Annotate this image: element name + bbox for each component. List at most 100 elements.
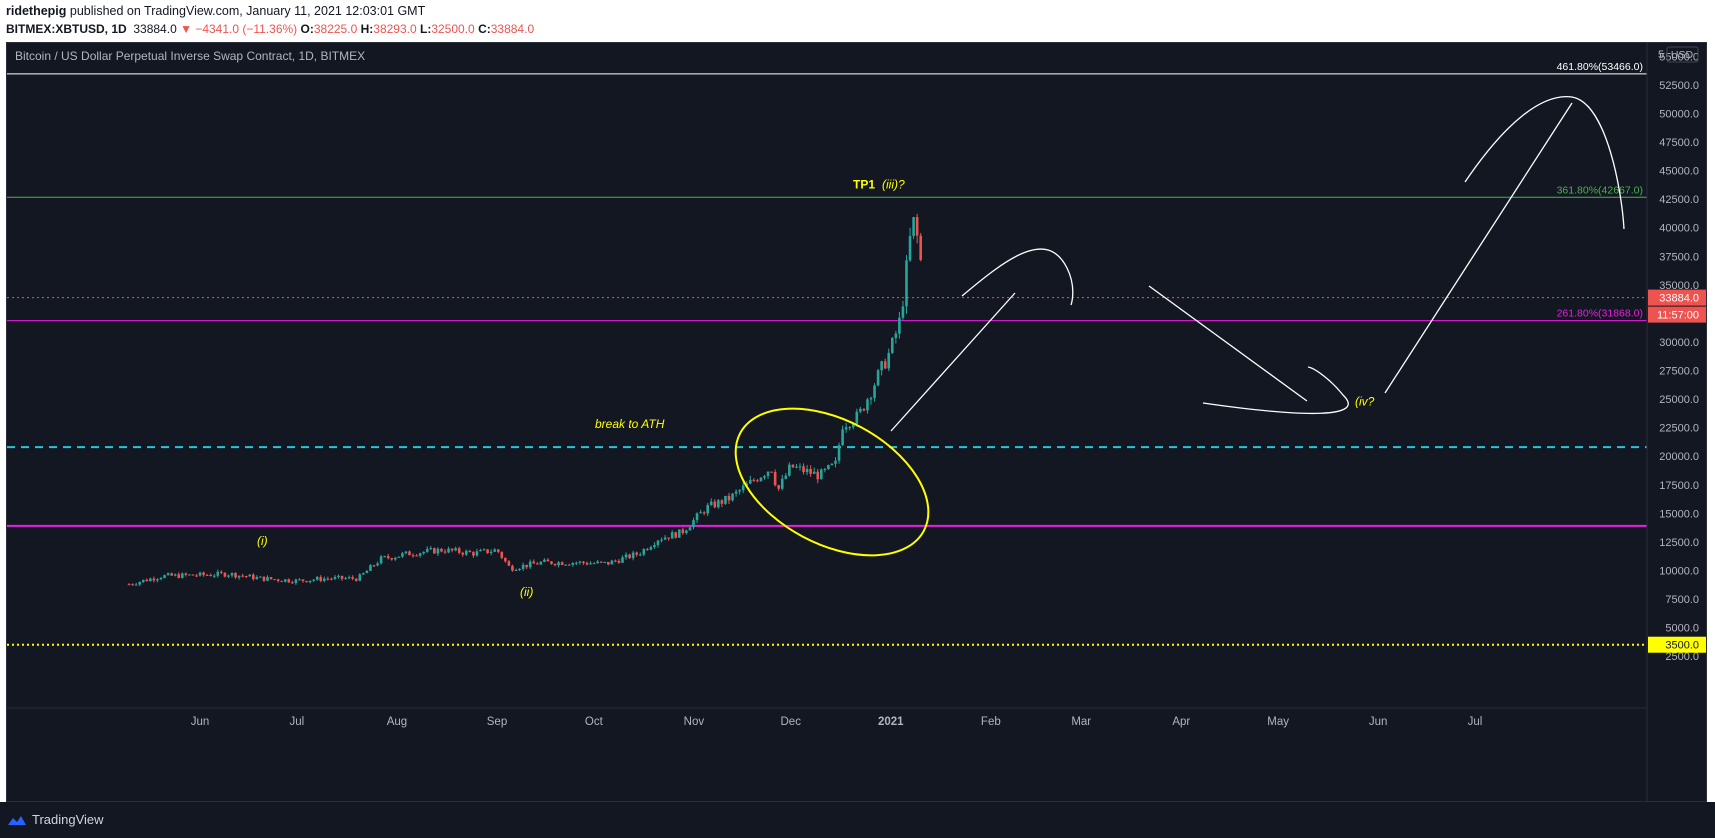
candle-body-188 <box>795 466 798 468</box>
time-axis[interactable]: Jun Jul Aug Sep Oct Nov Dec 2021 Feb Mar Apr May Jun… <box>7 707 1647 728</box>
last-price: 33884.0 <box>133 22 177 36</box>
candle-body-31 <box>237 575 241 578</box>
price-tick-1: 5000.0 <box>1665 623 1699 635</box>
candle-body-151 <box>663 537 667 540</box>
candle-body-45 <box>287 579 291 583</box>
candle-body-95 <box>464 550 468 555</box>
candle-body-53 <box>315 577 319 580</box>
candle-body-44 <box>283 579 287 582</box>
chart-title: Bitcoin / US Dollar Perpetual Inverse Sw… <box>15 49 365 63</box>
drawings <box>734 96 1625 557</box>
candle-body-56 <box>326 578 330 580</box>
candle-body-201 <box>841 429 844 446</box>
candle-body-210 <box>873 385 876 398</box>
candle-body-109 <box>514 570 518 572</box>
candle-body-78 <box>404 551 408 554</box>
candle-body-114 <box>532 561 536 564</box>
candle-body-99 <box>479 549 482 552</box>
footer-bar: TradingView <box>0 802 1715 838</box>
candle-body-223 <box>919 235 922 261</box>
candle-body-113 <box>528 561 532 568</box>
candle-body-79 <box>408 551 411 556</box>
currency-button[interactable] <box>1666 46 1699 63</box>
price-axis-bg <box>1647 43 1706 801</box>
candle-body-170 <box>731 493 734 501</box>
candle-body-193 <box>812 471 816 474</box>
candle-body-62 <box>347 577 351 579</box>
candle-body-160 <box>695 513 699 521</box>
candle-body-134 <box>603 561 607 563</box>
candle-body-156 <box>681 529 685 534</box>
candle-body-117 <box>543 559 546 562</box>
candle-body-90 <box>447 548 450 553</box>
candle-body-30 <box>234 572 237 578</box>
candle-body-28 <box>227 575 230 577</box>
price-chart[interactable]: 461.80%(53466.0) 361.80%(42667.0) 261.80%(… <box>7 43 1706 801</box>
candle-body-155 <box>677 529 681 538</box>
candle-body-145 <box>642 549 646 555</box>
candle-body-97 <box>472 552 475 556</box>
candle-body-13 <box>173 574 177 576</box>
candle-body-184 <box>780 478 784 489</box>
candle-body-54 <box>319 577 323 581</box>
candle-body-11 <box>166 573 170 576</box>
candle-body-57 <box>330 578 333 580</box>
candle-body-182 <box>773 471 777 486</box>
candle-body-84 <box>425 548 429 552</box>
candle-body-213 <box>883 361 887 369</box>
annotation-4: (ii) <box>520 585 533 599</box>
tradingview-logo[interactable]: TradingView <box>6 812 104 827</box>
candle-body-122 <box>560 562 564 565</box>
candle-body-1 <box>131 584 134 586</box>
candle-body-104 <box>496 549 500 552</box>
candle-body-127 <box>578 561 582 563</box>
price-tick-3: 10000.0 <box>1659 565 1699 577</box>
candle-body-176 <box>752 479 756 481</box>
candle-body-166 <box>717 500 720 508</box>
price-tick-0: 2500.0 <box>1665 651 1699 663</box>
candle-body-220 <box>908 236 912 261</box>
price-tick-16: 45000.0 <box>1659 166 1699 178</box>
candle-body-116 <box>539 561 543 565</box>
candle-body-164 <box>709 501 713 505</box>
candle-body-0 <box>127 584 131 586</box>
price-tick-4: 12500.0 <box>1659 537 1699 549</box>
candle-body-171 <box>734 491 738 494</box>
price-axis[interactable]: 2500.0 5000.0 7500.0 10000.0 12500.0 15000.0 1… <box>1646 43 1706 801</box>
candle-body-60 <box>340 575 344 579</box>
candle-body-101 <box>486 549 489 554</box>
candle-body-218 <box>901 306 905 318</box>
candle-body-144 <box>638 554 642 556</box>
candle-body-206 <box>859 408 862 412</box>
candle-body-100 <box>482 549 486 551</box>
candle-body-81 <box>415 555 418 557</box>
annotations: TP1 (iii)? break to ATH (i) (ii) (iv? <box>257 177 1375 599</box>
candle-body-93 <box>457 548 461 553</box>
candle-body-64 <box>354 578 358 581</box>
candle-body-47 <box>294 579 298 584</box>
candle-body-21 <box>202 572 205 575</box>
candle-body-175 <box>748 479 752 484</box>
candle-body-203 <box>848 427 851 429</box>
candle-body-148 <box>653 545 656 548</box>
candle-body-192 <box>809 468 812 474</box>
candle-body-4 <box>141 579 145 582</box>
price-tick-11: 30000.0 <box>1659 337 1699 349</box>
time-tick-labels: Jun Jul Aug Sep Oct Nov Dec 2021 Feb Mar Apr May Jun… <box>191 716 1483 728</box>
candle-body-132 <box>596 561 599 564</box>
candle-body-55 <box>322 578 326 581</box>
chart-panel[interactable]: 461.80%(53466.0) 361.80%(42667.0) 261.80%(… <box>6 42 1707 802</box>
candle-body-191 <box>805 468 809 473</box>
author-name[interactable]: ridethepig <box>6 4 67 18</box>
candle-body-15 <box>180 573 184 578</box>
currency-label[interactable]: USD <box>1671 49 1694 61</box>
tradingview-cloud-icon <box>8 815 26 825</box>
arc-drawing-1 <box>961 248 1074 306</box>
candle-body-112 <box>525 564 528 568</box>
candle-body-80 <box>411 555 415 557</box>
candle-body-34 <box>248 574 252 577</box>
candle-body-19 <box>195 575 198 577</box>
level-label-3: 261.80%(31868.0) <box>1557 308 1643 320</box>
candle-body-139 <box>621 557 624 563</box>
candle-body-49 <box>301 579 305 581</box>
